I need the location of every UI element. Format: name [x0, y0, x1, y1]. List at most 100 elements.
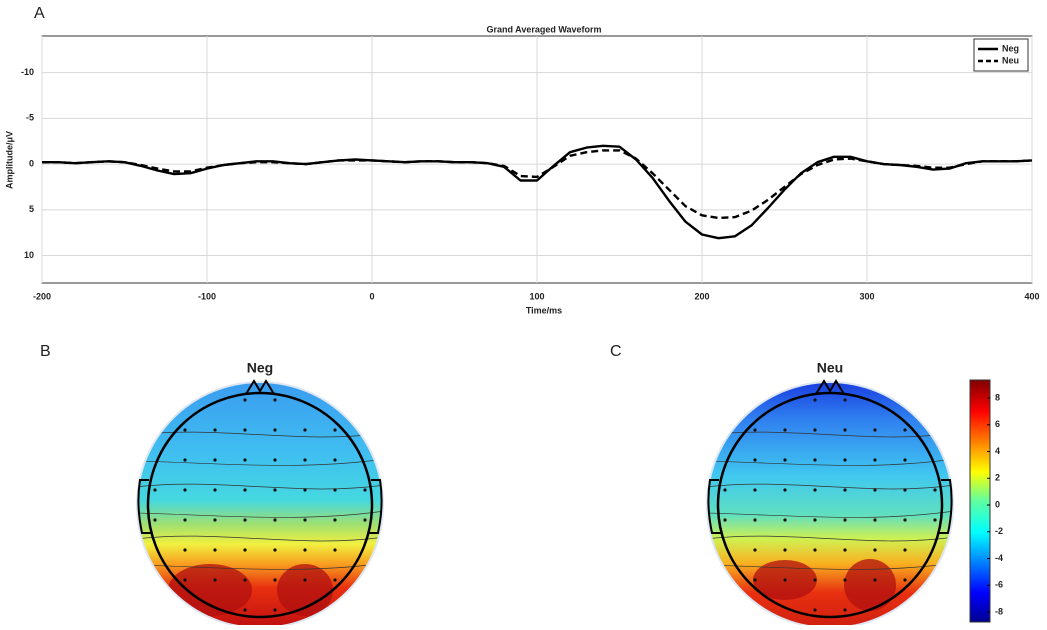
topomap-title: Neu — [817, 360, 843, 376]
x-axis-label: Time/ms — [526, 305, 562, 315]
electrode — [753, 488, 757, 492]
electrode — [273, 608, 277, 612]
electrode — [273, 548, 277, 552]
electrode — [303, 518, 307, 522]
electrode — [273, 458, 277, 462]
electrode — [903, 578, 907, 582]
colorbar-tick-label: 0 — [995, 499, 1000, 509]
electrode — [213, 548, 217, 552]
electrode — [903, 548, 907, 552]
electrode — [873, 548, 877, 552]
scalp-fill — [708, 383, 952, 627]
electrode — [273, 488, 277, 492]
electrode — [243, 608, 247, 612]
electrode — [843, 428, 847, 432]
electrode — [243, 488, 247, 492]
electrode — [273, 518, 277, 522]
electrode — [813, 428, 817, 432]
electrode — [243, 398, 247, 402]
scalp-map — [708, 383, 952, 627]
legend-label: Neu — [1002, 55, 1019, 65]
colorbar-tick-label: -8 — [995, 606, 1003, 616]
electrode — [813, 548, 817, 552]
electrode — [243, 578, 247, 582]
electrode — [723, 488, 727, 492]
contour — [708, 535, 952, 542]
electrode — [273, 428, 277, 432]
ear — [707, 479, 722, 534]
y-axis-label: Amplitude/μV — [4, 131, 14, 189]
electrode — [243, 548, 247, 552]
contour — [138, 431, 382, 438]
panel-label: B — [40, 343, 51, 360]
x-tick-label: 200 — [694, 291, 709, 301]
x-tick-label: 400 — [1024, 291, 1039, 301]
electrode — [273, 578, 277, 582]
electrode — [843, 518, 847, 522]
contour — [138, 535, 382, 542]
electrode — [813, 488, 817, 492]
electrode — [783, 518, 787, 522]
hotspot — [844, 559, 896, 611]
electrode — [273, 398, 277, 402]
colorbar-tick-label: 8 — [995, 392, 1000, 402]
electrode — [243, 428, 247, 432]
electrode — [903, 518, 907, 522]
nose — [245, 379, 275, 395]
nose — [815, 379, 845, 395]
electrode — [813, 458, 817, 462]
line-series — [42, 149, 1033, 220]
panel-label: C — [610, 343, 622, 360]
electrode — [813, 578, 817, 582]
legend-label: Neg — [1002, 43, 1019, 53]
contour — [708, 510, 952, 518]
electrode — [843, 398, 847, 402]
y-tick-label: 0 — [29, 158, 34, 168]
electrode — [183, 488, 187, 492]
electrode — [783, 488, 787, 492]
electrode — [843, 578, 847, 582]
electrode — [183, 458, 187, 462]
electrode — [213, 578, 217, 582]
electrode — [213, 488, 217, 492]
electrode — [843, 488, 847, 492]
head-outline — [146, 391, 374, 619]
legend-box — [973, 38, 1029, 72]
topomap-title: Neg — [247, 360, 273, 376]
y-tick-label: 10 — [24, 250, 34, 260]
electrode — [813, 518, 817, 522]
electrode — [333, 548, 337, 552]
electrode — [873, 518, 877, 522]
panel-label: A — [34, 5, 45, 22]
x-tick-label: -200 — [33, 291, 51, 301]
electrode — [363, 488, 367, 492]
electrode — [243, 458, 247, 462]
scalp-map — [138, 383, 382, 627]
colorbar-tick-label: 6 — [995, 419, 1000, 429]
electrode — [243, 518, 247, 522]
electrode — [183, 548, 187, 552]
electrode — [303, 488, 307, 492]
y-tick-label: -5 — [26, 113, 34, 123]
electrode — [213, 518, 217, 522]
electrode — [783, 458, 787, 462]
x-tick-label: 100 — [529, 291, 544, 301]
electrode — [183, 518, 187, 522]
electrode — [903, 488, 907, 492]
electrode — [153, 488, 157, 492]
electrode — [213, 428, 217, 432]
electrode — [753, 578, 757, 582]
contour — [138, 483, 382, 490]
electrode — [183, 578, 187, 582]
electrode — [813, 398, 817, 402]
electrode — [783, 428, 787, 432]
colorbar-tick-label: -4 — [995, 553, 1003, 563]
x-tick-label: 300 — [859, 291, 874, 301]
electrode — [873, 428, 877, 432]
ear — [368, 479, 383, 534]
electrode — [333, 578, 337, 582]
colorbar-tick-label: -2 — [995, 526, 1003, 536]
electrode — [753, 518, 757, 522]
